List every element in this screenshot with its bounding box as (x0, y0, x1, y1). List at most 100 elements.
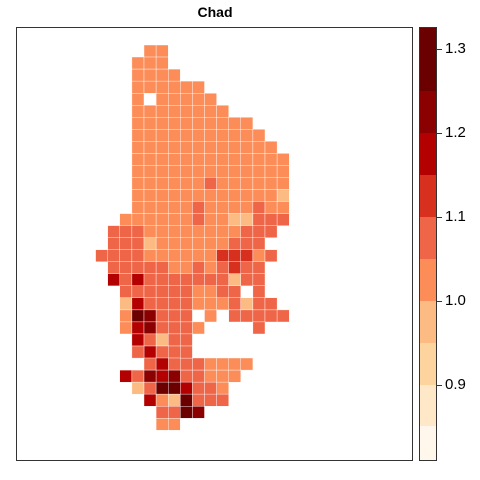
map-cell (167, 213, 181, 226)
map-cell (204, 92, 217, 106)
map-cell (155, 273, 169, 287)
map-panel (16, 27, 413, 461)
legend-tick-mark (437, 300, 442, 302)
map-cell (167, 177, 181, 190)
map-cell (192, 381, 205, 395)
map-cell (276, 153, 290, 166)
map-cell (155, 345, 169, 359)
map-cell (167, 68, 181, 82)
map-cell (155, 92, 169, 106)
map-cell (167, 116, 181, 130)
map-cell (216, 357, 229, 371)
map-cell (180, 225, 193, 238)
map-cell (264, 201, 278, 214)
map-cell (204, 129, 217, 142)
map-cell (216, 237, 229, 250)
map-cell (167, 321, 181, 335)
map-cell (143, 297, 157, 311)
map-cell (155, 165, 169, 178)
map-cell (252, 225, 266, 238)
map-cell (119, 297, 133, 311)
map-cell (216, 213, 229, 226)
map-cell (252, 201, 266, 214)
map-cell (131, 116, 145, 130)
map-cell (143, 237, 157, 250)
map-cell (240, 189, 254, 202)
map-cell (107, 273, 120, 287)
map-cell (119, 261, 133, 274)
map-cell (216, 153, 229, 166)
map-cell (228, 189, 241, 202)
map-cell (143, 56, 157, 70)
map-cell (143, 153, 157, 166)
map-cell (252, 129, 266, 142)
map-cell (155, 68, 169, 82)
map-cell (264, 249, 278, 262)
map-cell (119, 249, 133, 262)
map-cell (192, 116, 205, 130)
legend-swatch (420, 426, 436, 460)
map-cell (192, 104, 205, 118)
map-cell (192, 213, 205, 226)
map-cell (119, 213, 133, 226)
map-cell (228, 309, 241, 323)
map-cell (216, 381, 229, 395)
map-cell (155, 357, 169, 371)
map-cell (180, 189, 193, 202)
map-cell (240, 213, 254, 226)
map-cell (131, 273, 145, 287)
map-cell (143, 116, 157, 130)
map-cell (131, 321, 145, 335)
map-cell (119, 369, 133, 383)
map-cell (131, 153, 145, 166)
map-cell (180, 369, 193, 383)
map-cell (228, 285, 241, 299)
map-cell (252, 309, 266, 323)
map-cell (192, 177, 205, 190)
map-cell (180, 309, 193, 323)
map-cell (204, 309, 217, 323)
map-cell (167, 92, 181, 106)
map-cell (180, 381, 193, 395)
map-cell (204, 116, 217, 130)
map-cell (143, 165, 157, 178)
map-cell (228, 153, 241, 166)
map-cell (131, 249, 145, 262)
map-cell (192, 357, 205, 371)
map-cell (167, 406, 181, 419)
map-cell (204, 285, 217, 299)
map-cell (264, 189, 278, 202)
map-cell (155, 309, 169, 323)
legend-tick-mark (437, 132, 442, 134)
map-cell (143, 333, 157, 347)
map-cell (180, 261, 193, 274)
map-cell (143, 261, 157, 274)
map-cell (252, 177, 266, 190)
map-cell (143, 249, 157, 262)
map-cell (143, 345, 157, 359)
map-cell (216, 116, 229, 130)
map-cell (167, 237, 181, 250)
map-cell (216, 141, 229, 154)
map-cell (228, 116, 241, 130)
map-cell (131, 56, 145, 70)
map-cell (228, 369, 241, 383)
map-cell (204, 177, 217, 190)
map-cell (228, 165, 241, 178)
map-cell (216, 189, 229, 202)
map-cell (240, 309, 254, 323)
map-cell (204, 165, 217, 178)
map-cell (131, 129, 145, 142)
map-cell (276, 189, 290, 202)
map-cell (180, 129, 193, 142)
map-cell (204, 249, 217, 262)
map-cell (155, 104, 169, 118)
map-cell (180, 237, 193, 250)
map-cell (131, 225, 145, 238)
map-cell (107, 249, 120, 262)
map-cell (276, 309, 290, 323)
map-cell (252, 141, 266, 154)
map-cell (155, 393, 169, 407)
legend-tick-label: 0.9 (445, 375, 466, 393)
map-cell (143, 393, 157, 407)
